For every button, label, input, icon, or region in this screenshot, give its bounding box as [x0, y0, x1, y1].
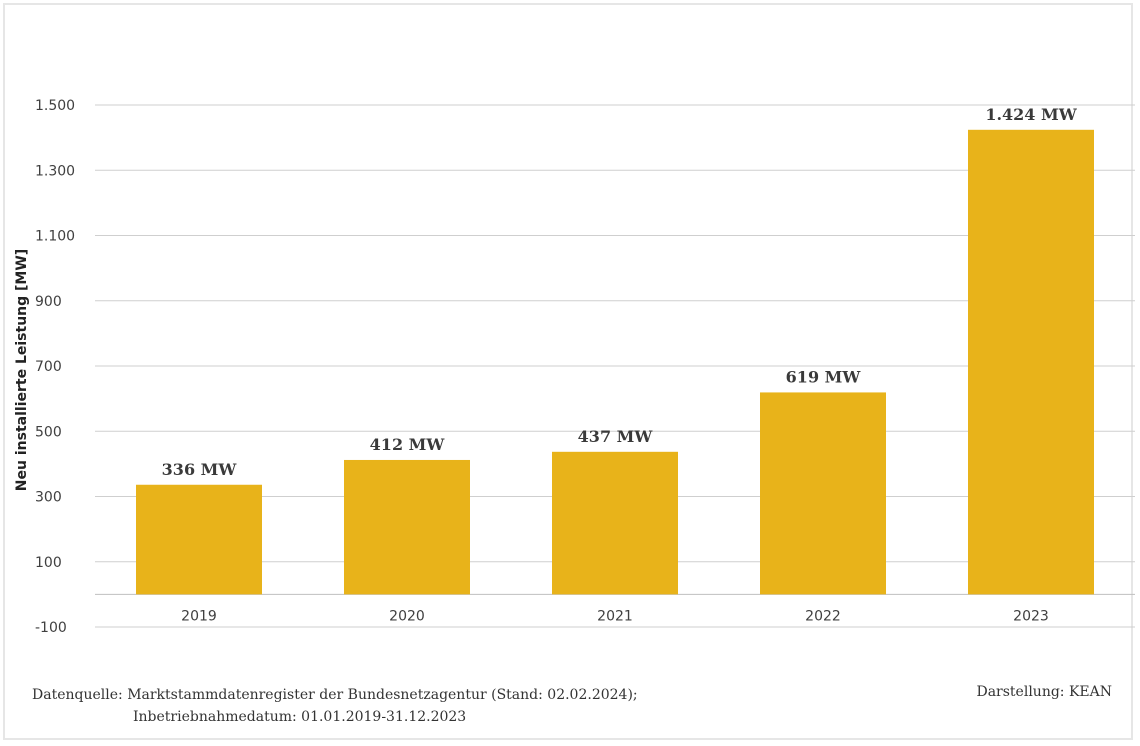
y-axis-label: Neu installierte Leistung [MW]	[14, 249, 30, 491]
y-tick-label: 1.500	[35, 98, 75, 114]
data-label-2019: 336 MW	[162, 460, 238, 479]
y-tick-label: 100	[35, 555, 62, 571]
y-tick-label: 900	[35, 294, 62, 310]
chart-frame	[3, 3, 1133, 740]
bars	[136, 129, 1094, 595]
bar-2023	[968, 129, 1094, 595]
credit-note: Darstellung: KEAN	[976, 684, 1112, 700]
x-tick-label: 2020	[389, 608, 425, 624]
bar-2021	[552, 451, 678, 595]
bar-2020	[344, 459, 470, 595]
data-source-note: Datenquelle: Marktstammdatenregister der…	[32, 684, 638, 728]
source-line-1: Marktstammdatenregister der Bundesnetzag…	[127, 687, 638, 703]
y-tick-label: 300	[35, 490, 62, 506]
data-label-2021: 437 MW	[578, 427, 654, 446]
x-tick-label: 2023	[1013, 608, 1049, 624]
data-label-2022: 619 MW	[786, 367, 862, 386]
data-label-2020: 412 MW	[370, 435, 446, 454]
data-label-2023: 1.424 MW	[985, 105, 1077, 124]
y-tick-label: 500	[35, 424, 62, 440]
x-tick-label: 2022	[805, 608, 841, 624]
x-tick-label: 2021	[597, 608, 633, 624]
x-axis-ticks: 2019 2020 2021 2022 2023	[181, 608, 1049, 624]
y-tick-label: 700	[35, 359, 62, 375]
y-axis-ticks: -100 100 300 500 700 900 1.100 1.300 1.500	[35, 98, 75, 636]
y-tick-label: -100	[35, 620, 67, 636]
bar-2019	[136, 484, 262, 595]
y-tick-label: 1.100	[35, 229, 75, 245]
x-tick-label: 2019	[181, 608, 217, 624]
y-tick-label: 1.300	[35, 163, 75, 179]
bar-2022	[760, 392, 886, 595]
source-label: Datenquelle:	[32, 687, 123, 703]
source-line-2: Inbetriebnahmedatum: 01.01.2019-31.12.20…	[133, 709, 467, 725]
data-labels: 336 MW 412 MW 437 MW 619 MW 1.424 MW	[162, 105, 1078, 479]
